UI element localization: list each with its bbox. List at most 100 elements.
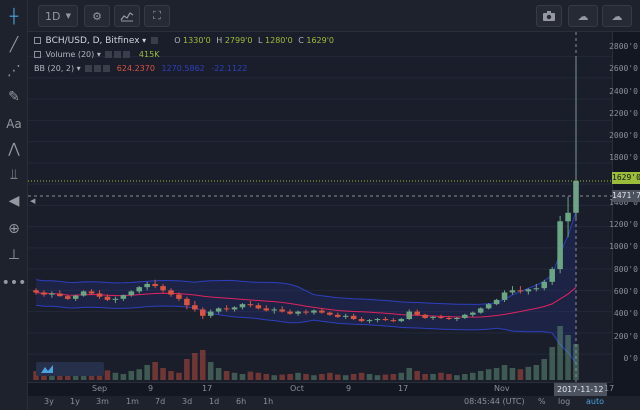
ohlc-low-label: L [258, 36, 263, 45]
volume-bar [390, 374, 397, 380]
symbol-dropdown-icon[interactable]: ▾ [142, 36, 147, 45]
time-axis[interactable]: Sep 9 17 Oct 9 17 Nov 2017-11-12 17 [28, 382, 614, 396]
interval-dropdown[interactable]: 1D ▼ [38, 5, 78, 27]
log-toggle[interactable]: log [558, 397, 571, 406]
volume-bar [454, 375, 460, 380]
volume-dropdown-icon[interactable]: ▾ [96, 50, 101, 59]
range-1h[interactable]: 1h [263, 397, 274, 406]
volume-close-icon[interactable] [123, 51, 131, 58]
range-1d[interactable]: 1d [209, 397, 220, 406]
volume-collapse-icon[interactable] [34, 51, 41, 58]
pattern-icon[interactable]: ⋀ [8, 141, 20, 157]
candle-body [263, 308, 270, 311]
volume-settings-icon[interactable] [105, 51, 113, 58]
time-tick: 9 [148, 384, 154, 393]
collapse-icon[interactable] [34, 37, 41, 44]
candle-body [358, 319, 365, 322]
candle-body [390, 320, 397, 322]
bb-dropdown-icon[interactable]: ▾ [76, 64, 81, 73]
auto-toggle[interactable]: auto [586, 397, 605, 406]
fullscreen-icon[interactable]: ⛶ [144, 5, 170, 27]
volume-bar [263, 374, 270, 380]
measure-icon[interactable]: ⫫ [10, 167, 18, 183]
indicators-icon[interactable] [114, 5, 140, 27]
visibility-icon[interactable] [150, 37, 158, 44]
bb-settings-icon[interactable] [85, 65, 93, 72]
gear-icon[interactable]: ⚙ [84, 5, 110, 27]
candle-body [41, 292, 47, 295]
chart-canvas[interactable] [28, 32, 612, 382]
volume-bar [438, 372, 444, 380]
symbol-title[interactable]: BCH/USD, D, Bitfinex [45, 36, 140, 46]
candle-body [64, 296, 71, 299]
volume-bar [541, 359, 548, 380]
camera-icon[interactable] [536, 5, 562, 27]
candle-body [398, 319, 405, 322]
bb-close-icon[interactable] [103, 65, 111, 72]
text-tool-icon[interactable]: Aa [6, 117, 22, 131]
more-icon[interactable]: ••• [1, 275, 27, 291]
volume-bar [366, 374, 373, 380]
volume-bar [374, 375, 381, 380]
candle-body [462, 314, 468, 318]
price-chart[interactable]: BCH/USD, D, Bitfinex ▾ O 1330'0 H 2799'0… [28, 32, 612, 382]
candle-body [366, 320, 373, 322]
back-arrow-icon[interactable]: ◀ [8, 193, 20, 209]
volume-bar [422, 374, 428, 380]
volume-bar [120, 374, 127, 380]
cloud-upload-icon[interactable]: ☁ [568, 5, 598, 27]
collapse-arrow-icon[interactable]: ◀ [30, 197, 36, 205]
volume-bar [295, 372, 301, 380]
candle-body [231, 307, 238, 310]
trend-line-icon[interactable]: ╱ [9, 37, 19, 53]
volume-bar [215, 368, 222, 380]
pitchfork-icon[interactable]: ⋰ [7, 63, 21, 79]
ohlc-open-label: O [174, 36, 181, 45]
ohlc-low: 1280'0 [265, 36, 293, 45]
volume-bar [223, 371, 230, 380]
volume-label[interactable]: Volume (20) [45, 50, 95, 59]
crosshair-icon[interactable]: ┼ [9, 9, 19, 25]
range-3d[interactable]: 3d [182, 397, 193, 406]
range-1y[interactable]: 1y [70, 397, 80, 406]
candle-body [287, 311, 293, 314]
candle-body [239, 304, 246, 308]
volume-bar [509, 368, 516, 380]
volume-bar [517, 369, 524, 380]
candle-body [446, 317, 452, 320]
candle-body [525, 289, 532, 292]
bollinger-band-fill [36, 211, 576, 364]
candle-body [128, 291, 135, 296]
range-1m[interactable]: 1m [126, 397, 139, 406]
price-tick: 600'0 [613, 287, 638, 296]
candle-body [327, 312, 333, 315]
bb-label[interactable]: BB (20, 2) [34, 64, 75, 73]
volume-bar [176, 372, 182, 380]
time-tick: 9 [346, 384, 352, 393]
ohlc-high-label: H [216, 36, 223, 45]
candle-body [295, 311, 301, 314]
zoom-icon[interactable]: ⊕ [8, 221, 20, 237]
range-6h[interactable]: 6h [236, 397, 247, 406]
candle-body [215, 308, 222, 312]
brush-icon[interactable]: ✎ [8, 89, 20, 105]
bollinger-upper-line [35, 211, 577, 305]
candle-body [319, 310, 325, 313]
candle-body [271, 309, 278, 311]
volume-bar [104, 370, 111, 380]
ohlc-high: 2799'0 [224, 36, 253, 45]
bb-hide-icon[interactable] [94, 65, 102, 72]
percent-toggle[interactable]: % [538, 397, 546, 406]
utc-clock[interactable]: 08:45:44 (UTC) [464, 397, 525, 406]
cloud-download-icon[interactable]: ☁ [602, 5, 632, 27]
range-7d[interactable]: 7d [155, 397, 166, 406]
volume-hide-icon[interactable] [114, 51, 122, 58]
bb-legend: BB (20, 2) ▾ 624.2370 1270.5862 -22.1122 [34, 64, 247, 73]
range-3y[interactable]: 3y [44, 397, 54, 406]
candle-body [541, 281, 548, 289]
volume-bar [485, 369, 492, 380]
range-3m[interactable]: 3m [96, 397, 109, 406]
ruler-icon[interactable]: ⊥ [7, 247, 21, 263]
price-axis[interactable]: 2800'0 2600'0 2400'0 2200'0 2000'0 1800'… [609, 32, 640, 382]
candle-body [223, 308, 230, 310]
